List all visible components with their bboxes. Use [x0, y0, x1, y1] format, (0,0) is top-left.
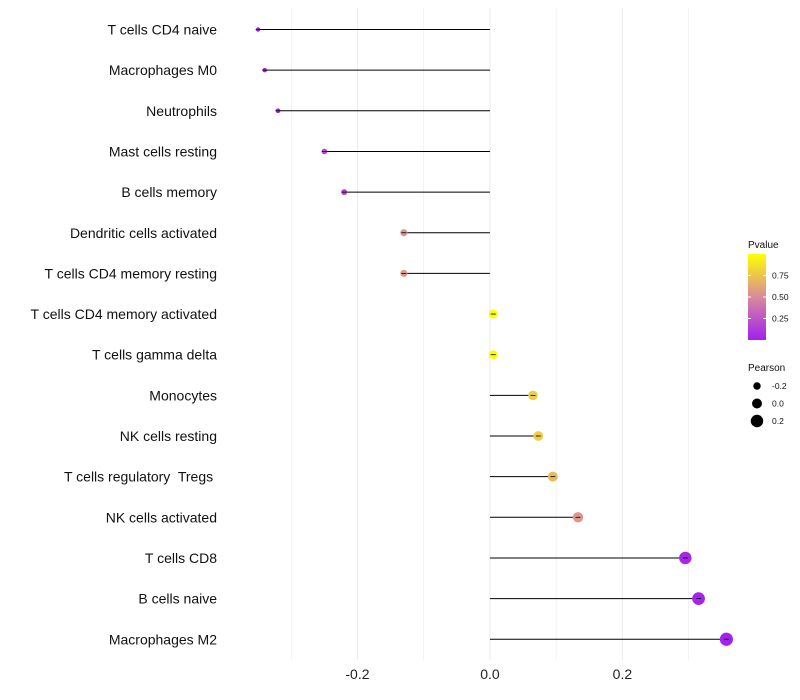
y-axis-category-labels: T cells CD4 naive Macrophages M0 Neutrophi…	[31, 22, 218, 648]
legend-pearson-label: -0.2	[772, 381, 787, 391]
legend-pvalue-ticks: 0.25 0.50 0.75	[748, 271, 789, 324]
category-label: Dendritic cells activated	[70, 225, 217, 241]
x-tick-label: -0.2	[345, 666, 369, 682]
legend-pvalue: Pvalue 0.25 0.50 0.75	[748, 240, 789, 340]
legend-pearson-items: -0.2 0.0 0.2	[750, 381, 787, 428]
legend-pvalue-colorbar	[748, 254, 766, 340]
category-label: Neutrophils	[146, 103, 217, 119]
legend-pearson: Pearson -0.2 0.0 0.2	[748, 363, 787, 428]
legend-pearson-key	[753, 382, 761, 390]
legend-pearson-title: Pearson	[748, 363, 785, 374]
lollipop-segments	[258, 29, 727, 640]
legend-pvalue-title: Pvalue	[748, 240, 779, 251]
category-label: B cells memory	[121, 184, 217, 200]
legend-pvalue-tick-label: 0.75	[772, 271, 789, 281]
x-tick-label: 0.0	[480, 666, 500, 682]
category-label: NK cells activated	[106, 509, 217, 525]
legend-pvalue-tick-label: 0.25	[772, 314, 789, 324]
category-label: T cells CD4 memory resting	[45, 265, 217, 281]
category-label: NK cells resting	[120, 428, 217, 444]
category-label: Mast cells resting	[109, 143, 217, 159]
category-label: T cells regulatory Tregs	[64, 469, 217, 485]
grid	[290, 8, 689, 660]
category-label: Monocytes	[149, 387, 217, 403]
x-axis-tick-labels: -0.2 0.0 0.2	[345, 666, 632, 682]
legend-pearson-key	[750, 414, 764, 428]
x-tick-label: 0.2	[613, 666, 633, 682]
legend-pearson-key	[752, 398, 762, 409]
lollipop-points	[255, 27, 733, 646]
legend-pearson-label: 0.0	[772, 399, 784, 409]
category-label: T cells CD8	[145, 550, 217, 566]
category-label: B cells naive	[138, 591, 217, 607]
category-label: Macrophages M0	[109, 62, 217, 78]
category-label: T cells CD4 memory activated	[31, 306, 217, 322]
category-label: T cells CD4 naive	[108, 22, 218, 38]
legend-pvalue-tick-label: 0.50	[772, 292, 789, 302]
category-label: Macrophages M2	[109, 631, 217, 647]
legend-pearson-label: 0.2	[772, 416, 784, 426]
category-label: T cells gamma delta	[92, 347, 217, 363]
